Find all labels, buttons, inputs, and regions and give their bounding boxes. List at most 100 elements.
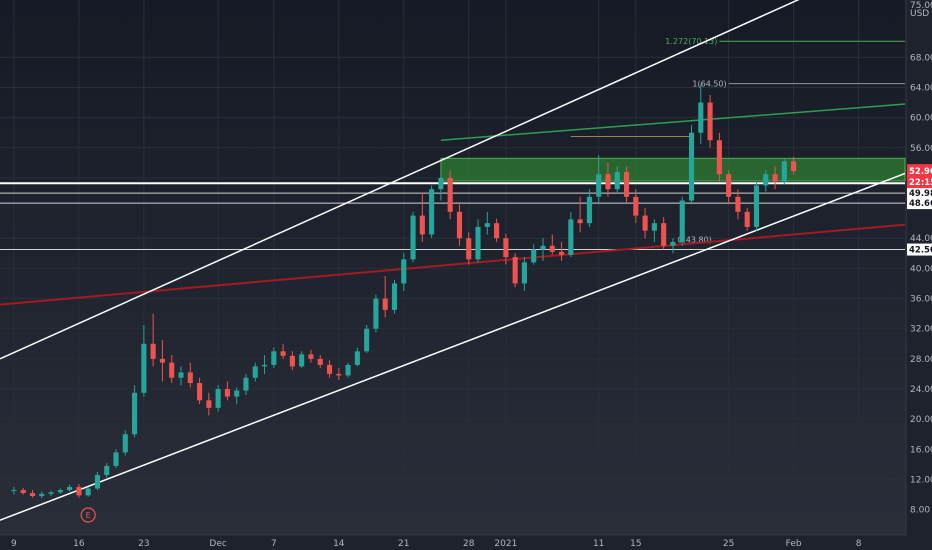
candle [781,159,787,184]
x-tick-label: 21 [398,539,409,549]
trend-lines [0,0,906,521]
candle [633,189,639,224]
candle-body [456,211,463,239]
candle [763,170,769,192]
y-tick-label: 56.00 [910,144,932,154]
candle [48,490,54,497]
candle [39,491,45,499]
candle-body [568,219,574,255]
candle-body [364,328,370,352]
candle-body [772,174,778,182]
level-badge-49-98: 49.98 [909,189,932,199]
candle [215,385,221,412]
candle [104,462,110,478]
candle [20,487,26,495]
candle [94,471,101,491]
candle-body [326,364,333,374]
candle-body [661,223,667,246]
candle [326,360,333,378]
y-tick-label: 24.00 [910,385,932,395]
candle [317,355,323,368]
candle-body [410,215,416,260]
candle-body [57,490,63,493]
candle-body [94,474,101,489]
candle-body [215,389,221,408]
candle-body [141,343,147,393]
candle [289,351,295,371]
candle-body [419,215,425,235]
candle-body [744,211,750,227]
candle [76,484,82,498]
candle-body [159,358,165,363]
candle [707,94,713,148]
candle-body [438,177,444,190]
x-tick-label: 2021 [494,539,517,549]
candle [791,156,797,175]
event-marker-label: E [86,511,91,520]
candle [67,484,73,492]
candle [419,193,425,243]
candle [596,155,602,205]
candle [651,219,657,243]
candle [512,253,518,288]
candle-body [466,238,472,260]
candle [494,218,500,243]
y-tick-label: 8.00 [910,506,930,516]
x-tick-label: 16 [73,539,85,549]
time-axis-background [0,535,906,550]
candle [391,279,398,314]
candle-body [753,185,760,227]
candle [614,166,620,194]
candle-body [187,372,193,383]
candle [29,490,36,498]
candle-body [494,223,500,239]
candle-body [382,298,388,310]
candle [169,355,175,383]
candle-body [614,171,620,190]
candle [280,343,286,359]
candle [271,347,277,368]
candle [410,211,416,263]
candle-body [373,298,379,329]
y-tick-label: 44.00 [910,234,932,244]
candle [85,487,91,497]
channel-lower-line [0,172,906,521]
candle-body [447,177,453,212]
candle-body [726,174,732,197]
candle-body [605,174,611,190]
candle-body [48,492,54,494]
level-badge-42-50: 42.50 [909,246,932,256]
candle [132,385,138,438]
candle-body [781,161,787,182]
x-tick-label: 7 [271,539,277,549]
candle [234,387,240,405]
candle [429,185,435,239]
candle-body [791,161,797,172]
candle [531,244,537,265]
y-tick-label: 36.00 [910,295,932,305]
candle [197,377,203,405]
candle-body [345,364,351,376]
candle-body [577,219,583,224]
candle [456,204,463,246]
x-tick-label: 9 [11,539,17,549]
candle [336,367,342,380]
candle-body [29,493,36,497]
candle-body [540,245,546,250]
y-tick-label: 16.00 [910,445,932,455]
price-axis-background [906,0,932,550]
candle-body [623,171,630,197]
candle-body [243,377,249,391]
candle-body [642,215,648,231]
candle-body [735,196,741,212]
candle-body [113,452,119,466]
candle [503,233,509,265]
candle-body [679,200,685,243]
y-tick-label: 68.00 [910,53,932,63]
candle [308,349,314,363]
candle [735,189,741,220]
candle-body [596,174,602,197]
candle [568,211,574,258]
